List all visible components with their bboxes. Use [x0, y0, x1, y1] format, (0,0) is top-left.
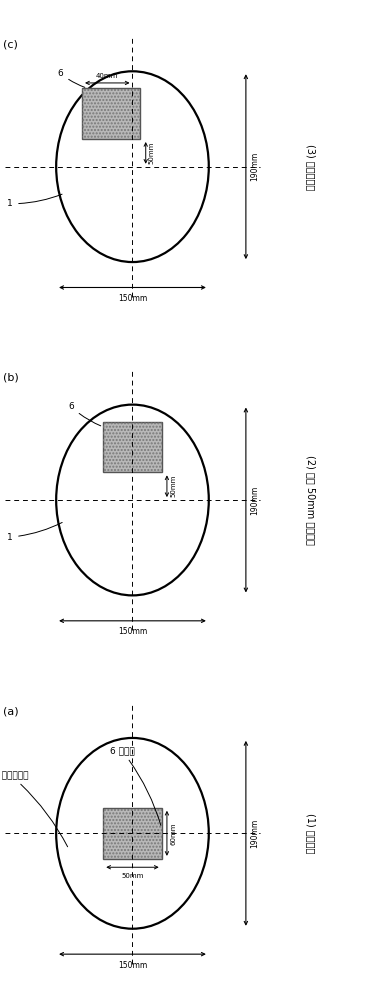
Bar [103, 808, 162, 859]
Text: 50mm: 50mm [149, 142, 155, 164]
Text: 150mm: 150mm [118, 627, 147, 636]
Text: 150mm: 150mm [118, 294, 147, 303]
Text: 40mm: 40mm [96, 73, 118, 79]
Text: (3) 金属线圈角: (3) 金属线圈角 [306, 144, 316, 190]
Text: (a): (a) [3, 706, 19, 716]
Text: (1) 金属中心: (1) 金属中心 [306, 813, 316, 854]
Text: 50mm: 50mm [121, 873, 144, 879]
Text: 190mm: 190mm [250, 819, 259, 848]
Text: 60mm: 60mm [170, 822, 176, 845]
Text: 150mm: 150mm [118, 961, 147, 970]
Text: 190mm: 190mm [250, 152, 259, 181]
Text: 1: 1 [7, 194, 62, 208]
Text: 6: 6 [58, 69, 85, 87]
Bar [103, 422, 162, 472]
Text: 190mm: 190mm [250, 485, 259, 515]
Text: 1 初级侧线圈: 1 初级侧线圈 [0, 771, 68, 847]
Text: (b): (b) [3, 373, 19, 383]
Bar [82, 88, 141, 139]
Bar [103, 422, 162, 472]
Text: (2) 金属 50mm 横向移动: (2) 金属 50mm 横向移动 [306, 455, 316, 545]
Text: 6 金属片: 6 金属片 [110, 746, 161, 825]
Text: 50mm: 50mm [170, 475, 176, 497]
Bar [82, 88, 141, 139]
Text: 1: 1 [7, 522, 62, 542]
Text: 6: 6 [68, 402, 101, 426]
Bar [103, 808, 162, 859]
Text: (c): (c) [3, 39, 18, 49]
